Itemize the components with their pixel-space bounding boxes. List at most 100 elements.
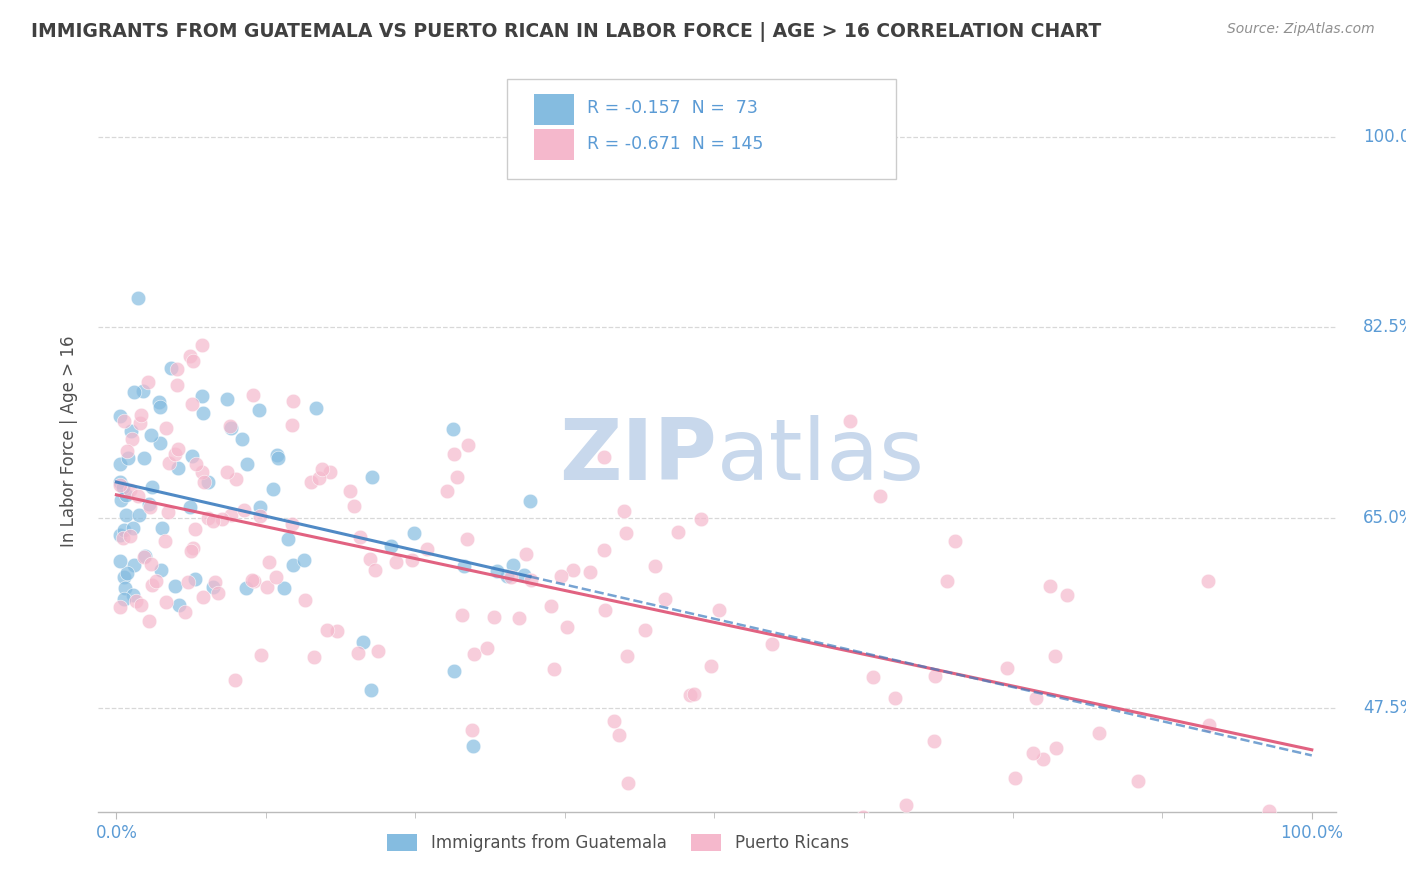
- Point: [1039, 579, 1062, 593]
- Point: [380, 539, 402, 553]
- Point: [347, 646, 370, 660]
- Point: [343, 499, 366, 513]
- Point: [700, 659, 723, 673]
- FancyBboxPatch shape: [506, 78, 897, 178]
- Bar: [534, 94, 574, 125]
- Point: [326, 624, 349, 639]
- Point: [616, 776, 638, 790]
- Point: [197, 475, 219, 490]
- Point: [118, 483, 141, 497]
- Point: [441, 422, 464, 436]
- Point: [644, 558, 666, 573]
- Point: [349, 530, 371, 544]
- Point: [114, 581, 136, 595]
- Point: [463, 739, 485, 754]
- Text: ZIP: ZIP: [560, 415, 717, 498]
- Point: [666, 525, 689, 540]
- Point: [111, 480, 134, 494]
- Point: [894, 797, 917, 812]
- Point: [235, 581, 257, 595]
- Point: [157, 456, 180, 470]
- Point: [838, 414, 860, 428]
- Point: [117, 451, 139, 466]
- Point: [453, 559, 475, 574]
- Point: [141, 558, 163, 572]
- Point: [108, 600, 131, 615]
- Text: 82.5%: 82.5%: [1362, 318, 1406, 336]
- Text: atlas: atlas: [717, 415, 925, 498]
- Point: [508, 611, 530, 625]
- Point: [149, 435, 172, 450]
- Point: [191, 337, 214, 351]
- Point: [519, 494, 541, 508]
- Point: [225, 472, 247, 486]
- Point: [520, 573, 543, 587]
- Point: [173, 605, 195, 619]
- Point: [264, 569, 287, 583]
- Point: [299, 475, 322, 489]
- Point: [184, 522, 207, 536]
- Point: [495, 569, 517, 583]
- Point: [936, 574, 959, 589]
- Point: [132, 384, 155, 399]
- Point: [129, 416, 152, 430]
- Point: [616, 649, 638, 664]
- Text: R = -0.671  N = 145: R = -0.671 N = 145: [588, 135, 763, 153]
- Point: [401, 553, 423, 567]
- Point: [129, 408, 152, 422]
- Point: [138, 500, 160, 514]
- Point: [122, 384, 145, 399]
- Point: [477, 640, 499, 655]
- Point: [177, 575, 200, 590]
- Point: [179, 349, 201, 363]
- Point: [308, 471, 330, 485]
- Point: [634, 623, 657, 637]
- Point: [256, 580, 278, 594]
- Point: [163, 447, 186, 461]
- Point: [179, 500, 201, 515]
- Point: [281, 558, 304, 572]
- Point: [186, 457, 208, 471]
- Point: [249, 500, 271, 514]
- Point: [150, 521, 173, 535]
- Point: [1258, 804, 1281, 818]
- Y-axis label: In Labor Force | Age > 16: In Labor Force | Age > 16: [59, 335, 77, 548]
- Point: [281, 517, 304, 532]
- Point: [155, 595, 177, 609]
- Point: [141, 479, 163, 493]
- Point: [460, 723, 482, 737]
- Point: [181, 449, 204, 463]
- Point: [112, 531, 135, 545]
- Point: [219, 508, 242, 523]
- Point: [108, 554, 131, 568]
- Point: [193, 475, 215, 489]
- Point: [862, 670, 884, 684]
- Point: [108, 457, 131, 471]
- Point: [215, 465, 238, 479]
- Point: [385, 555, 408, 569]
- Point: [145, 574, 167, 588]
- Point: [148, 395, 170, 409]
- Point: [543, 662, 565, 676]
- Point: [359, 552, 381, 566]
- Point: [136, 376, 159, 390]
- Point: [166, 378, 188, 392]
- Text: 100.0%: 100.0%: [1362, 128, 1406, 145]
- Point: [922, 733, 945, 747]
- Point: [236, 457, 259, 471]
- Point: [231, 432, 253, 446]
- Point: [250, 648, 273, 662]
- Point: [1088, 726, 1111, 740]
- Point: [131, 598, 153, 612]
- Point: [690, 511, 713, 525]
- Point: [513, 567, 536, 582]
- Point: [219, 418, 242, 433]
- Point: [593, 450, 616, 465]
- Point: [138, 614, 160, 628]
- Point: [180, 396, 202, 410]
- Point: [273, 581, 295, 595]
- Point: [169, 599, 191, 613]
- Point: [115, 444, 138, 458]
- Point: [550, 568, 572, 582]
- Point: [224, 673, 246, 688]
